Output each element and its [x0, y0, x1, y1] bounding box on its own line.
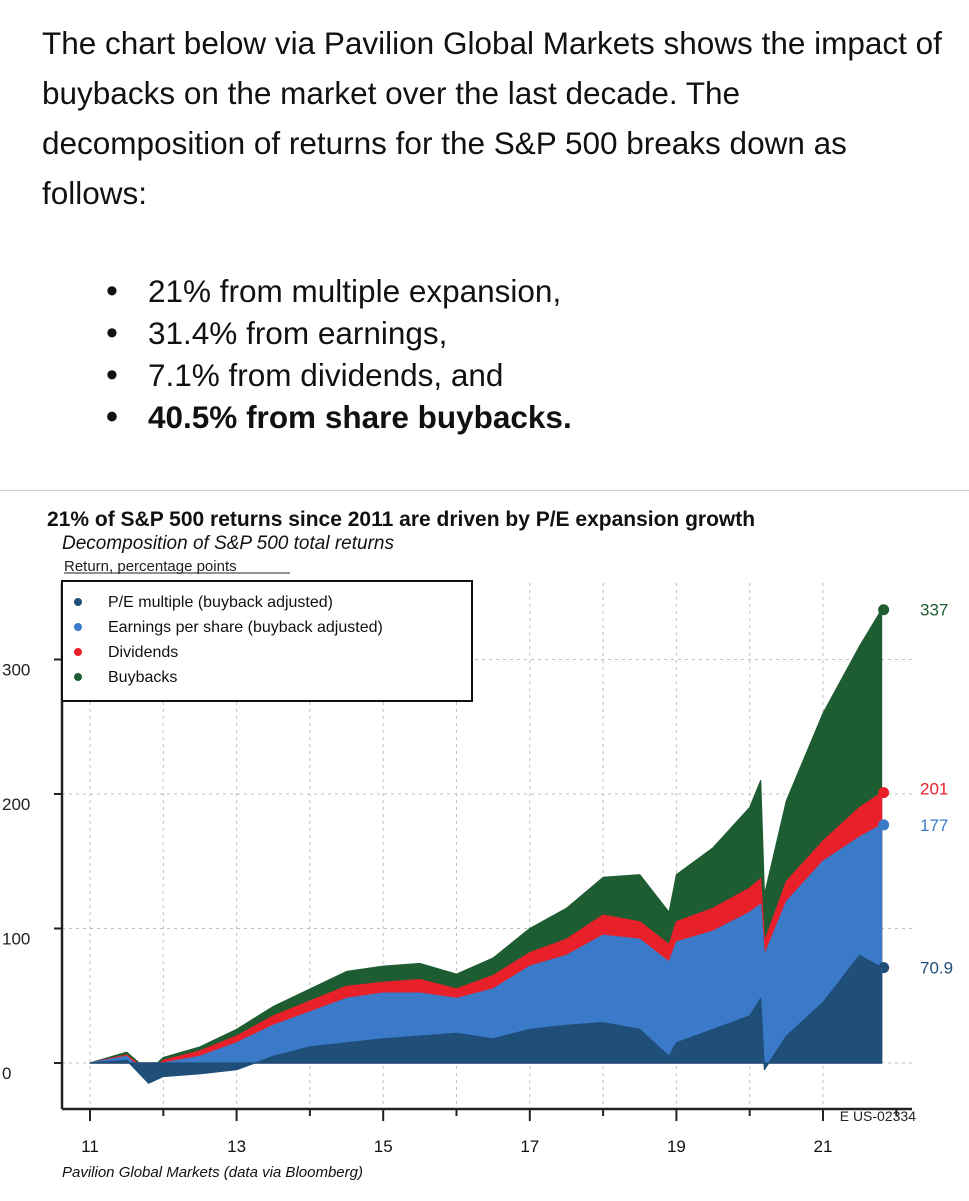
legend-label-3: Buybacks [108, 669, 177, 686]
end-label-2: 201 [920, 780, 948, 799]
legend-marker-3 [74, 673, 82, 681]
bullet-dividends: 7.1% from dividends, and [106, 354, 572, 396]
legend-marker-2 [74, 648, 82, 656]
y-tick-label-100: 100 [2, 930, 30, 949]
legend-box [61, 580, 473, 702]
end-label-3: 337 [920, 601, 948, 620]
area-0 [89, 954, 883, 1084]
legend-marker-0 [74, 598, 82, 606]
chart-code: E US-02334 [840, 1108, 916, 1124]
legend-marker-1 [74, 623, 82, 631]
end-marker-1 [878, 819, 890, 831]
y-tick-label-0: 0 [2, 1064, 11, 1083]
chart-subtitle: Decomposition of S&P 500 total returns [62, 533, 394, 554]
x-tick-label-15: 15 [374, 1137, 393, 1156]
returns-decomposition-chart: 70.9 177 201 337 0 100 200 300 11 13 15 17 19 21 21% o… [2, 508, 953, 1181]
end-marker-0 [878, 962, 890, 974]
x-tick-label-11: 11 [81, 1137, 99, 1156]
area-1 [89, 824, 883, 1078]
returns-breakdown-list: 21% from multiple expansion, 31.4% from … [106, 270, 572, 438]
x-tick-label-13: 13 [227, 1137, 246, 1156]
bullet-multiple-expansion: 21% from multiple expansion, [106, 270, 572, 312]
end-marker-3 [878, 604, 890, 616]
legend-label-2: Dividends [108, 644, 178, 661]
y-axis-label: Return, percentage points [64, 558, 237, 575]
end-marker-2 [878, 787, 890, 799]
bullet-earnings: 31.4% from earnings, [106, 312, 572, 354]
source-note: Pavilion Global Markets (data via Bloomb… [62, 1164, 363, 1181]
y-tick-label-300: 300 [2, 661, 30, 680]
bullet-buybacks: 40.5% from share buybacks. [106, 396, 572, 438]
x-tick-label-19: 19 [667, 1137, 686, 1156]
chart-title: 21% of S&P 500 returns since 2011 are dr… [47, 508, 755, 531]
legend-label-1: Earnings per share (buyback adjusted) [108, 619, 383, 636]
end-label-0: 70.9 [920, 959, 953, 978]
chart-image: 70.9 177 201 337 0 100 200 300 11 13 15 17 19 21 21% o… [0, 490, 969, 1201]
end-label-1: 177 [920, 816, 948, 835]
x-tick-label-17: 17 [520, 1137, 539, 1156]
x-tick-label-21: 21 [814, 1137, 833, 1156]
y-tick-label-200: 200 [2, 795, 30, 814]
legend-label-0: P/E multiple (buyback adjusted) [108, 594, 333, 611]
intro-paragraph: The chart below via Pavilion Global Mark… [42, 25, 942, 211]
